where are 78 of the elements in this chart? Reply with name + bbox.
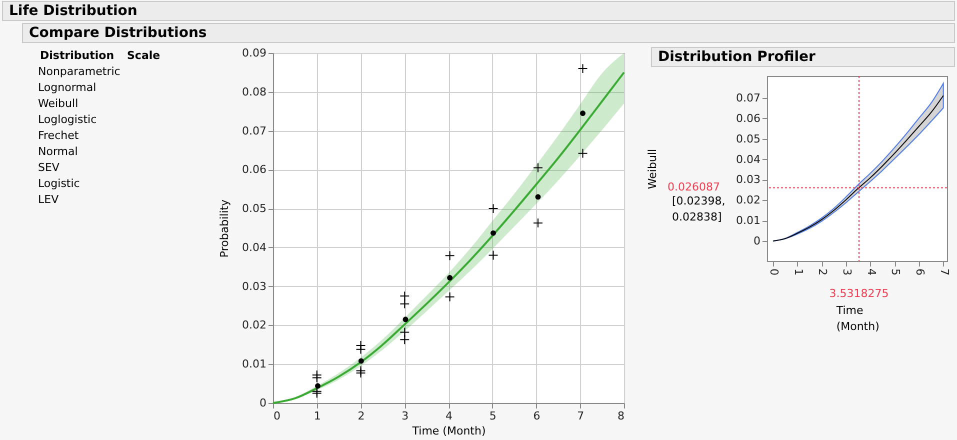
y-tick-label: 0.04 — [736, 152, 760, 166]
x-tick-label: 6 — [914, 268, 927, 276]
y-tick-label: 0.02 — [242, 318, 266, 332]
point — [488, 250, 498, 260]
point — [444, 292, 455, 302]
x-axis-title: Time (Month) — [835, 304, 880, 333]
x-tick-label: 2 — [358, 410, 365, 422]
point — [400, 298, 410, 309]
y-tick-label: 0.06 — [736, 112, 760, 125]
point — [312, 372, 322, 383]
x-tick-label: 6 — [533, 410, 540, 422]
y-tick-label: 0.03 — [242, 280, 266, 293]
x-tick-label: 0 — [274, 410, 280, 422]
y-tick-label: 0.02 — [736, 194, 760, 207]
point — [533, 218, 543, 228]
point — [447, 275, 453, 281]
x-tick-label: 0 — [768, 268, 781, 276]
y-tick-label: 0.07 — [242, 124, 266, 138]
x-tick-label: 7 — [938, 268, 951, 276]
point — [444, 250, 455, 261]
ref-line-label: 0.026087 — [668, 180, 720, 194]
y-tick-label: 0 — [260, 396, 266, 410]
y-tick-label: 0.04 — [242, 240, 266, 254]
point — [580, 110, 586, 116]
x-tick-label: 8 — [618, 410, 624, 422]
y-tick-label: 0.08 — [242, 85, 266, 98]
x-tick-label: 4 — [446, 410, 452, 422]
text: Frechet — [38, 129, 79, 142]
y-tick-label: 0.05 — [736, 132, 760, 146]
text: SEV — [38, 161, 60, 174]
point — [578, 148, 588, 158]
y-tick-label: 0.09 — [242, 46, 266, 60]
ref-line-label: 3.5318275 — [829, 287, 889, 300]
point — [490, 230, 496, 236]
y-tick-label: 0.06 — [242, 163, 266, 176]
x-tick-label: 1 — [792, 268, 805, 276]
point — [488, 204, 498, 214]
y-tick-label: 0.01 — [242, 358, 266, 371]
point — [578, 64, 588, 74]
point — [535, 194, 541, 200]
text: Life Distribution — [2, 1, 955, 21]
x-tick-label: 7 — [577, 410, 584, 422]
point — [400, 334, 410, 345]
x-tick-label: 5 — [489, 410, 496, 422]
text: Lognormal — [38, 81, 96, 94]
point — [400, 327, 410, 338]
x-tick-label: 3 — [402, 410, 409, 422]
x-tick-label: 1 — [314, 410, 321, 422]
point — [356, 344, 366, 354]
text: Distribution — [40, 49, 114, 62]
x-tick-label: 5 — [889, 268, 902, 276]
point — [358, 358, 364, 364]
text: Nonparametric — [38, 65, 120, 78]
text: Compare Distributions — [22, 23, 955, 43]
y-tick-label: 0.03 — [736, 173, 760, 186]
point — [356, 368, 366, 378]
point — [402, 316, 408, 322]
text: Weibull — [38, 97, 78, 110]
x-tick-label: 2 — [816, 268, 830, 276]
x-tick-label: 3 — [840, 268, 854, 276]
y-axis-title: Probability — [218, 198, 232, 258]
text: [0.02398, 0.02838] — [672, 194, 726, 224]
text: Loglogistic — [38, 113, 97, 126]
x-tick-label: 4 — [864, 268, 878, 276]
y-tick-label: 0 — [754, 234, 760, 248]
y-tick-label: 0.07 — [736, 92, 760, 105]
point — [315, 383, 320, 389]
x-axis-title: Time (Month) — [411, 424, 486, 438]
y-tick-label: 0.05 — [242, 202, 266, 216]
text: Normal — [38, 145, 78, 158]
text: Scale — [127, 49, 160, 62]
y-tick-label: 0.01 — [736, 214, 760, 228]
point — [533, 162, 543, 173]
text: Logistic — [38, 177, 80, 190]
text: LEV — [38, 193, 59, 206]
point — [400, 291, 410, 302]
y-axis-title: Weibull — [646, 148, 660, 190]
chart-title: Distribution Profiler — [651, 47, 955, 67]
